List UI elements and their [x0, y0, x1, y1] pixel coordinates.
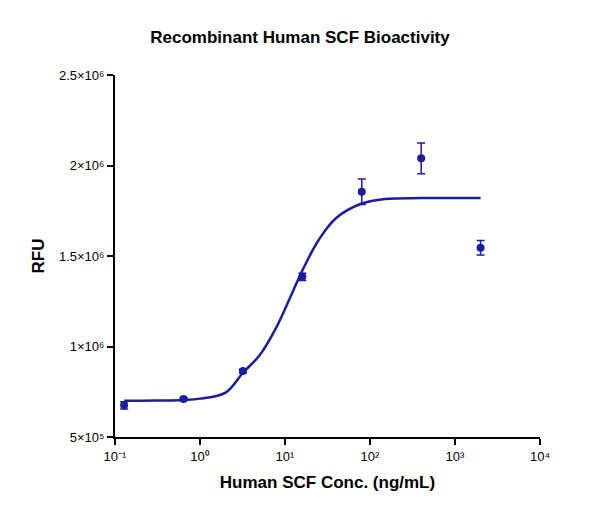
svg-text:10⁰: 10⁰ [190, 449, 209, 464]
svg-text:1.5×10⁶: 1.5×10⁶ [59, 249, 104, 264]
svg-text:RFU: RFU [29, 239, 48, 274]
svg-text:10³: 10³ [446, 449, 465, 464]
svg-text:10¹: 10¹ [276, 449, 295, 464]
svg-text:2.5×10⁶: 2.5×10⁶ [59, 68, 104, 83]
svg-text:Recombinant Human SCF Bioactiv: Recombinant Human SCF Bioactivity [150, 28, 450, 47]
svg-text:Human SCF Conc. (ng/mL): Human SCF Conc. (ng/mL) [220, 473, 435, 492]
svg-text:10⁴: 10⁴ [530, 449, 550, 464]
svg-text:10²: 10² [361, 449, 380, 464]
svg-text:10⁻¹: 10⁻¹ [104, 449, 127, 464]
svg-text:1×10⁶: 1×10⁶ [70, 339, 105, 354]
svg-text:5×10⁵: 5×10⁵ [70, 430, 105, 445]
svg-text:2×10⁶: 2×10⁶ [70, 158, 105, 173]
